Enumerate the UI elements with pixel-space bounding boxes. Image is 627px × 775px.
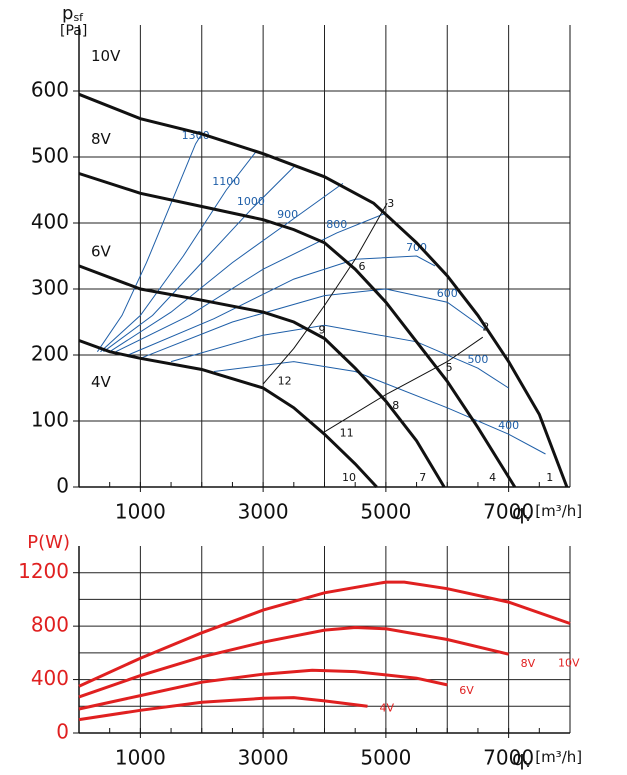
curve [78,264,446,488]
iso-label: 400 [498,419,519,432]
point-label: 10 [342,471,356,484]
curve-label: 4V [91,373,112,391]
x-label-sub: v [525,757,532,770]
y-tick-label: 600 [31,78,69,102]
iso-label: 800 [326,218,347,231]
y-axis-unit: [Pa] [60,23,87,39]
x-tick-label: 5000 [360,500,411,524]
curve [78,668,448,711]
point-label: 4 [489,471,496,484]
iso-line [109,182,344,353]
point-label: 1 [546,471,553,484]
point-label: 12 [278,374,292,387]
iso-line [127,255,436,356]
curve [78,92,569,488]
iso-line [170,324,509,389]
x-label-main: q [512,746,525,770]
curve [78,580,571,688]
curve-label: 6V [459,684,474,697]
point-label: 7 [419,471,426,484]
y-tick-label: 400 [31,666,69,690]
curve [78,625,509,699]
y-axis-label: psf [62,3,84,24]
x-tick-label: 5000 [360,746,411,770]
point-label: 8 [392,399,399,412]
curve-label: 10V [558,656,580,669]
iso-label: 500 [467,353,488,366]
x-label-main: q [512,500,525,524]
curve-label: 10V [91,47,121,65]
iso-line [96,133,203,352]
iso-line [213,361,546,455]
x-tick-label: 3000 [238,746,289,770]
x-tick-label: 7000 [483,746,534,770]
x-tick-label: 1000 [115,500,166,524]
x-label-unit: [m³/h] [535,748,582,766]
point-label: 9 [319,324,326,337]
iso-label: 900 [277,208,298,221]
x-axis-label: qv [m³/h] [512,500,582,525]
curve [78,696,368,722]
y-axis-label: P(W) [27,532,70,553]
iso-label: 1000 [237,195,265,208]
y-tick-label: 200 [31,342,69,366]
x-tick-label: 3000 [238,500,289,524]
iso-line [103,166,295,353]
curve-label: 8V [91,130,112,148]
x-tick-label: 7000 [483,500,534,524]
y-tick-label: 800 [31,613,69,637]
iso-label: 1100 [212,175,240,188]
y-tick-label: 0 [56,720,69,744]
point-label: 5 [446,361,453,374]
x-tick-label: 1000 [115,746,166,770]
curve [78,172,517,488]
x-axis-label: qv [m³/h] [512,746,582,771]
point-label: 3 [387,197,394,210]
iso-line [100,150,258,353]
x-label-unit: [m³/h] [535,502,582,520]
curve-label: 8V [521,657,536,670]
point-label: 11 [340,427,354,440]
system-line [322,336,484,434]
curve-label: 6V [91,242,112,260]
y-tick-label: 0 [56,474,69,498]
point-label: 2 [482,320,489,333]
y-tick-label: 300 [31,276,69,300]
iso-line [140,288,485,359]
y-label-sub: sf [73,11,84,24]
y-label-main: p [62,3,73,24]
y-tick-label: 500 [31,144,69,168]
curve-label: 4V [379,701,394,714]
y-tick-label: 1200 [18,559,69,583]
curve [78,339,378,489]
y-tick-label: 100 [31,408,69,432]
y-tick-label: 400 [31,210,69,234]
x-label-sub: v [525,511,532,524]
iso-label: 600 [437,287,458,300]
point-label: 6 [358,260,365,273]
system-line [262,202,388,385]
iso-line [115,212,387,353]
iso-label: 700 [406,241,427,254]
